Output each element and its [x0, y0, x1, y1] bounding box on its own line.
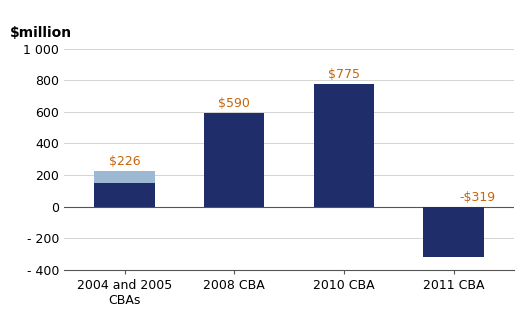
Bar: [204, 113, 264, 207]
Bar: [314, 84, 374, 207]
Text: $775: $775: [328, 68, 360, 81]
Bar: [94, 171, 154, 183]
Bar: [94, 183, 154, 207]
Text: $590: $590: [218, 97, 250, 110]
Text: $226: $226: [109, 155, 140, 168]
Text: -$319: -$319: [459, 191, 495, 204]
Text: $million: $million: [10, 26, 72, 40]
Bar: [424, 207, 484, 257]
